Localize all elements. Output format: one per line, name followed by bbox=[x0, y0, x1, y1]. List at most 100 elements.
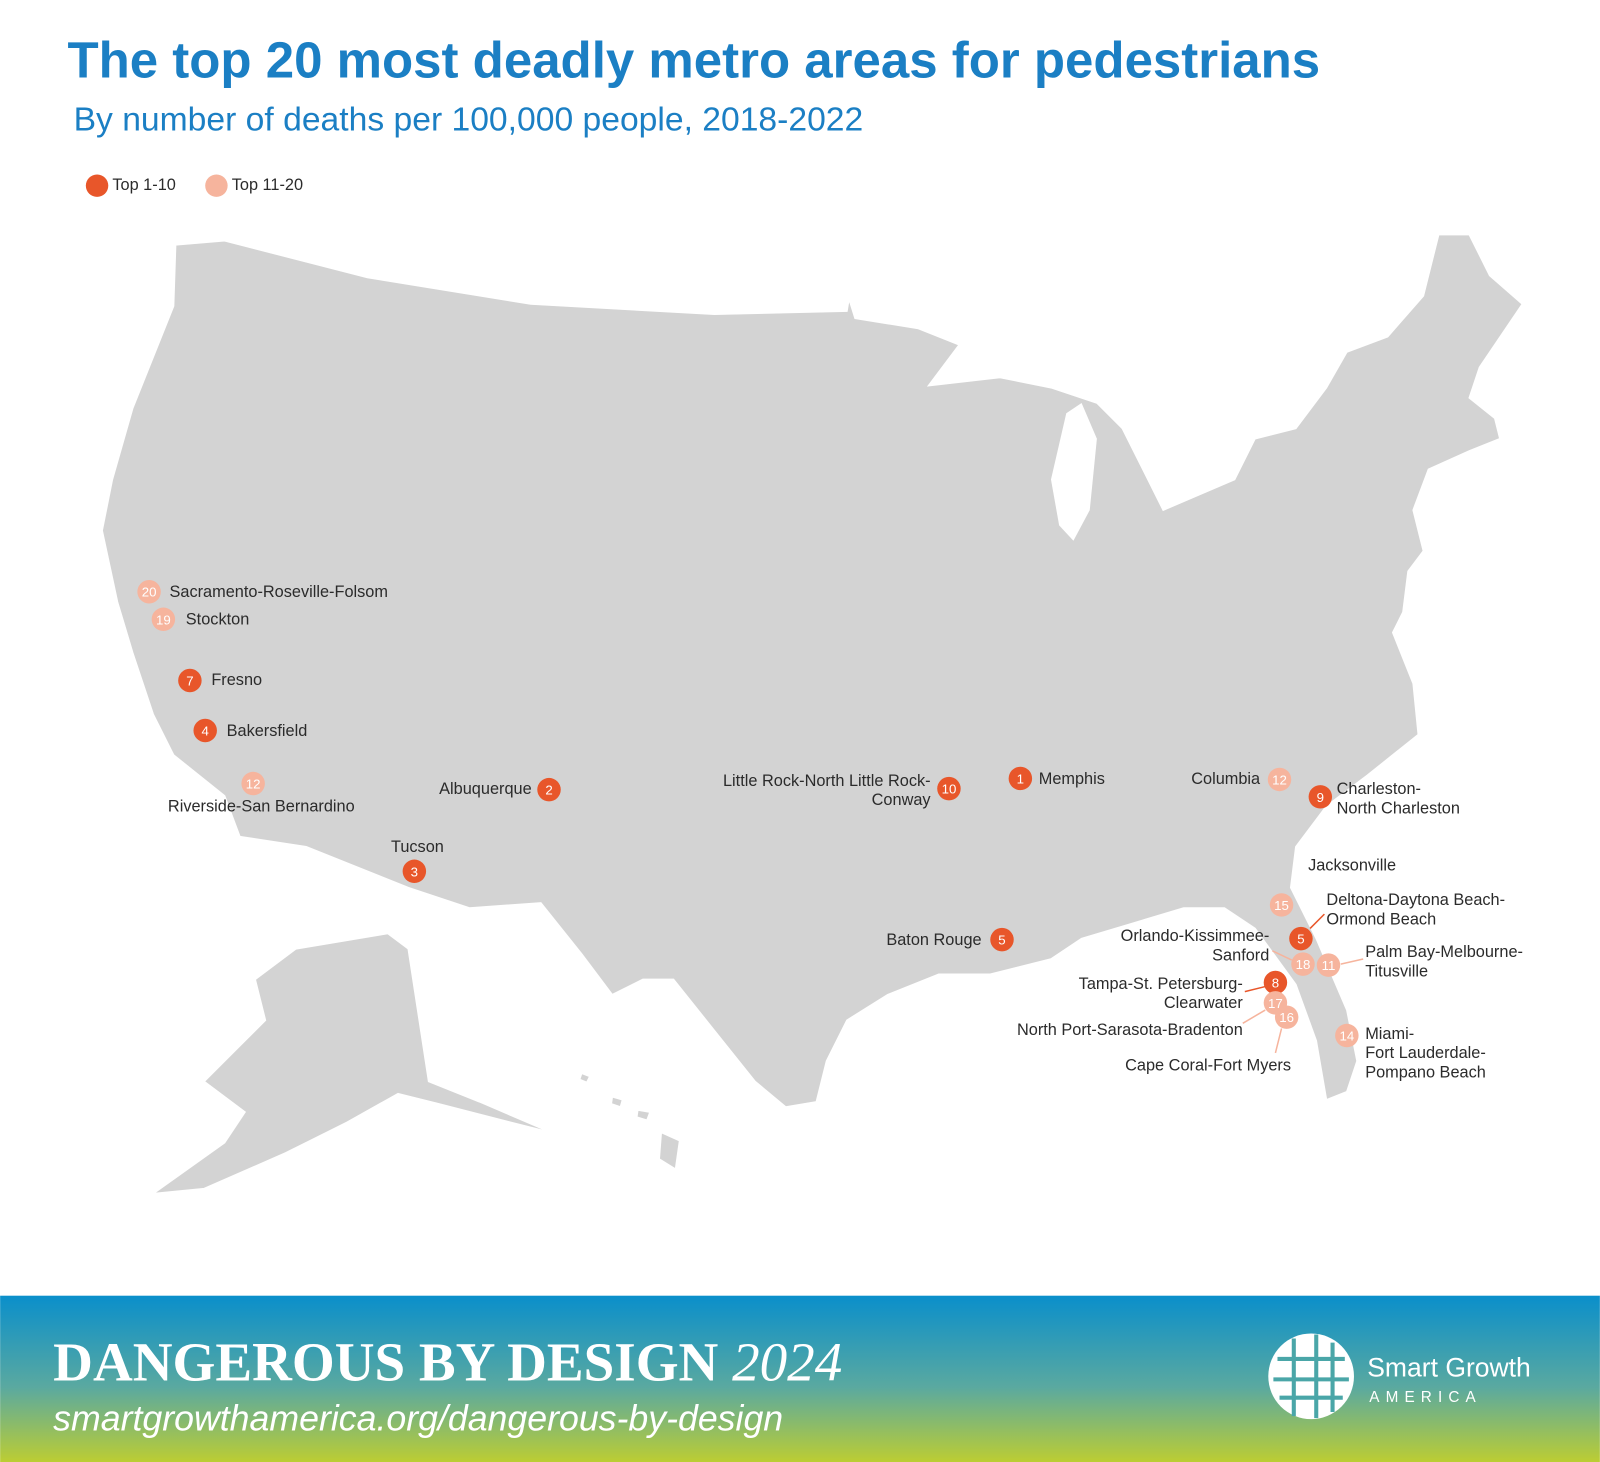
legend: Top 1-10 Top 11-20 bbox=[85, 174, 303, 197]
metro-marker bbox=[1291, 952, 1315, 976]
metro-marker bbox=[990, 927, 1014, 952]
metro-rank: 14 bbox=[1339, 1029, 1354, 1044]
markers: 1 Memphis 2 Albuquerque 3 Tucson 4 Bakersfield 5… bbox=[137, 580, 1523, 1082]
metro-rank: 5 bbox=[998, 933, 1005, 948]
footer-url: smartgrowthamerica.org/dangerous-by-desi… bbox=[53, 1398, 783, 1438]
legend-label: Top 11-20 bbox=[232, 176, 303, 194]
metro-name: Sacramento-Roseville-Folsom bbox=[169, 583, 387, 601]
metro-marker bbox=[1269, 893, 1294, 917]
metro-rank: 19 bbox=[156, 612, 171, 627]
metro-rank: 3 bbox=[411, 864, 418, 879]
logo-grid bbox=[1273, 1334, 1349, 1419]
footer-year: 2024 bbox=[732, 1331, 842, 1392]
metro-rank: 8 bbox=[1272, 975, 1279, 990]
metro-rank: 17 bbox=[1268, 996, 1283, 1011]
metro-name: Tucson bbox=[391, 838, 444, 856]
metro-name: Baton Rouge bbox=[886, 931, 981, 949]
metro-rank: 1 bbox=[1017, 771, 1024, 786]
metro-name: Fort Lauderdale- bbox=[1365, 1044, 1486, 1062]
metro-marker bbox=[402, 859, 427, 884]
metro-marker bbox=[1267, 767, 1292, 792]
metro-marker bbox=[178, 668, 202, 693]
metro-marker bbox=[151, 607, 176, 632]
metro-name: Charleston- bbox=[1337, 780, 1421, 798]
metro-marker bbox=[241, 771, 265, 796]
metro-name: Fresno bbox=[211, 671, 262, 689]
metro-rank: 18 bbox=[1296, 957, 1311, 972]
metro-rank: 11 bbox=[1322, 958, 1336, 973]
metro: 12 Columbia bbox=[1191, 767, 1292, 792]
metro: 16 Cape Coral-Fort Myers bbox=[1125, 1005, 1299, 1074]
metro: 10 Little Rock-North Little Rock-Conway bbox=[723, 772, 961, 809]
metro-rank: 10 bbox=[942, 782, 957, 797]
metro-marker bbox=[1263, 970, 1288, 995]
leader-line bbox=[1274, 1028, 1283, 1054]
subtitle: By number of deaths per 100,000 people, … bbox=[74, 102, 864, 139]
metro: 1 Memphis bbox=[1008, 766, 1105, 791]
metro-marker bbox=[1316, 953, 1341, 977]
metro-name: Jacksonville bbox=[1308, 856, 1396, 874]
metro: 18 Orlando-Kissimmee-Sanford bbox=[1121, 927, 1315, 976]
alaska bbox=[150, 932, 552, 1195]
metro-rank: 4 bbox=[202, 724, 209, 739]
metro-name: Sanford bbox=[1212, 946, 1269, 964]
metro: 4 Bakersfield bbox=[193, 718, 307, 743]
metro-marker bbox=[1289, 926, 1313, 951]
metro-name: Palm Bay-Melbourne- bbox=[1365, 943, 1523, 961]
metro-marker bbox=[537, 777, 561, 802]
metro-marker bbox=[1308, 785, 1333, 809]
lake-michigan bbox=[1050, 402, 1097, 541]
metro-name: Conway bbox=[872, 791, 932, 809]
metro: 19 Stockton bbox=[151, 607, 249, 632]
metro: 15 Jacksonville bbox=[1269, 856, 1396, 917]
logo-name: Smart Growth bbox=[1367, 1352, 1531, 1382]
metro-name: Memphis bbox=[1039, 770, 1105, 788]
metro-name: Miami- bbox=[1365, 1025, 1414, 1043]
title: The top 20 most deadly metro areas for p… bbox=[67, 32, 1320, 89]
metro: 20 Sacramento-Roseville-Folsom bbox=[137, 580, 388, 604]
metro-name: Tampa-St. Petersburg- bbox=[1079, 975, 1243, 993]
leader-line bbox=[1272, 950, 1293, 961]
metro: 8 Tampa-St. Petersburg-Clearwater bbox=[1079, 970, 1288, 1012]
metro: 2 Albuquerque bbox=[439, 777, 561, 802]
footer-title-text: DANGEROUS BY DESIGN bbox=[53, 1331, 718, 1392]
metro-marker bbox=[137, 580, 161, 604]
metro-name: Stockton bbox=[186, 611, 249, 629]
metro-name: Cape Coral-Fort Myers bbox=[1125, 1056, 1291, 1074]
metro: 5 Baton Rouge bbox=[886, 927, 1014, 952]
metro-name: Columbia bbox=[1191, 770, 1261, 788]
metro-marker bbox=[1335, 1023, 1359, 1048]
metro-marker bbox=[1008, 766, 1033, 791]
footer-title: DANGEROUS BY DESIGN 2024 bbox=[53, 1331, 842, 1392]
leader-line bbox=[1309, 913, 1325, 929]
legend-swatch bbox=[205, 174, 228, 197]
metro-rank: 2 bbox=[545, 783, 552, 798]
us-map bbox=[101, 233, 1524, 1195]
metro-rank: 9 bbox=[1317, 790, 1324, 805]
metro: 9 Charleston-North Charleston bbox=[1308, 780, 1460, 817]
metro-name: Ormond Beach bbox=[1326, 911, 1436, 929]
metro-rank: 15 bbox=[1274, 898, 1289, 913]
leader-line bbox=[1340, 958, 1364, 965]
legend-swatch bbox=[85, 174, 109, 197]
metro-marker bbox=[1263, 991, 1288, 1015]
metro-rank: 12 bbox=[246, 777, 261, 792]
logo-sub: AMERICA bbox=[1369, 1389, 1482, 1406]
metro: 5 Deltona-Daytona Beach- Ormond Beach bbox=[1289, 891, 1505, 951]
metro-marker bbox=[937, 776, 961, 801]
leader-line bbox=[1244, 985, 1266, 993]
metro-name: Deltona-Daytona Beach- bbox=[1326, 891, 1505, 909]
metro-name: Riverside-San Bernardino bbox=[168, 797, 355, 815]
metro-name: North Port-Sarasota-Bradenton bbox=[1017, 1021, 1243, 1039]
legend-label: Top 1-10 bbox=[112, 176, 175, 194]
metro: 14 Miami-Fort Lauderdale- Pompano Beach bbox=[1335, 1023, 1486, 1082]
metro: 7 Fresno bbox=[178, 668, 262, 693]
metro-rank: 7 bbox=[186, 674, 193, 689]
hawaii bbox=[578, 1072, 681, 1171]
metro: 3 Tucson bbox=[391, 838, 444, 884]
metro-rank: 20 bbox=[142, 585, 157, 600]
metro-name: North Charleston bbox=[1337, 799, 1460, 817]
metro-name: Orlando-Kissimmee- bbox=[1121, 927, 1270, 945]
